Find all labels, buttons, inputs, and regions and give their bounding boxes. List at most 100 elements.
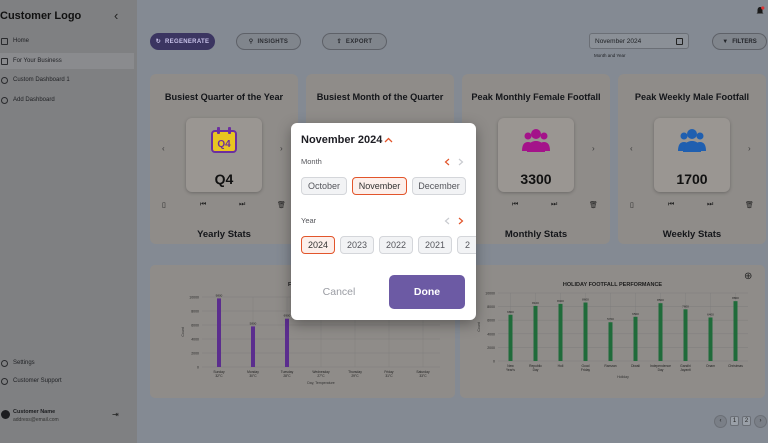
logout-icon[interactable]: ⇥ bbox=[112, 410, 119, 419]
export-button[interactable]: ⇪ EXPORT bbox=[322, 33, 387, 50]
card-value: 3300 bbox=[520, 171, 552, 187]
sidebar-item-home[interactable]: Home bbox=[0, 33, 134, 49]
month-year-picker[interactable]: November 2024 bbox=[589, 33, 689, 49]
y-tick-label: 6000 bbox=[191, 324, 199, 328]
bar bbox=[583, 302, 588, 361]
bar bbox=[533, 305, 538, 361]
chart-title: HOLIDAY FOOTFALL PERFORMANCE bbox=[562, 282, 663, 288]
y-tick-label: 8000 bbox=[487, 305, 495, 309]
card-value: 1700 bbox=[676, 171, 708, 187]
filters-button[interactable]: ▼ FILTERS bbox=[712, 33, 767, 50]
skip-back-icon[interactable]: ⏮ bbox=[668, 201, 675, 208]
year-option-2022[interactable]: 2022 bbox=[379, 236, 413, 254]
search-icon: ⚲ bbox=[248, 39, 254, 45]
bar-value-label: 6400 bbox=[707, 312, 714, 316]
bar bbox=[733, 301, 738, 361]
card-inner: Q4 Q4 bbox=[186, 118, 262, 192]
month-option-december[interactable]: December bbox=[412, 177, 466, 195]
insights-label: INSIGHTS bbox=[257, 38, 289, 45]
x-axis-label: Holiday bbox=[617, 375, 629, 379]
y-tick-label: 4000 bbox=[487, 332, 495, 336]
date-caption: Month and Year bbox=[594, 53, 626, 58]
trash-icon[interactable]: 🗑 bbox=[277, 202, 286, 209]
regenerate-button[interactable]: ↻ REGENERATE bbox=[150, 33, 215, 50]
skip-back-icon[interactable]: ⏮ bbox=[512, 201, 519, 208]
y-tick-label: 0 bbox=[493, 360, 495, 364]
bar bbox=[633, 316, 638, 361]
trash-icon[interactable]: 🗑 bbox=[745, 202, 754, 209]
bookmark-icon[interactable]: ▯ bbox=[630, 202, 634, 209]
insights-button[interactable]: ⚲ INSIGHTS bbox=[236, 33, 301, 50]
chevron-right-icon[interactable]: › bbox=[280, 144, 283, 153]
sidebar: Customer Logo ‹ Home For Your Business C… bbox=[0, 0, 137, 443]
x-tick-label: Good bbox=[581, 364, 589, 368]
bar-value-label: 8400 bbox=[557, 299, 564, 303]
chevron-left-icon[interactable]: ‹ bbox=[630, 144, 633, 153]
stat-card-female-footfall: Peak Monthly Female Footfall › 3300 ⏮ ⏭ … bbox=[462, 74, 610, 244]
card-title: Busiest Quarter of the Year bbox=[164, 92, 284, 102]
month-prev-icon[interactable] bbox=[444, 158, 450, 166]
y-tick-label: 2000 bbox=[487, 346, 495, 350]
chevron-up-icon[interactable] bbox=[384, 137, 393, 143]
x-tick-label: Sunday bbox=[213, 370, 225, 374]
chevron-right-icon[interactable]: › bbox=[592, 144, 595, 153]
year-option-partial[interactable]: 2 bbox=[457, 236, 476, 254]
user-profile[interactable]: Customer Name address@email.com ⇥ bbox=[0, 406, 134, 426]
page-1[interactable]: 1 bbox=[730, 416, 739, 426]
month-next-icon[interactable] bbox=[458, 158, 464, 166]
sidebar-item-settings[interactable]: Settings bbox=[0, 355, 134, 371]
next-page-button[interactable]: › bbox=[754, 414, 767, 428]
month-option-october[interactable]: October bbox=[301, 177, 347, 195]
pagination: ‹ 1 2 › bbox=[714, 414, 767, 428]
users-icon bbox=[522, 129, 550, 152]
x-tick-label: Thursday bbox=[348, 370, 362, 374]
bar bbox=[217, 298, 221, 367]
done-button[interactable]: Done bbox=[389, 275, 465, 309]
headset-icon bbox=[1, 377, 8, 385]
bar bbox=[708, 317, 713, 361]
card-stats-label: Yearly Stats bbox=[197, 229, 251, 240]
card-value: Q4 bbox=[214, 171, 234, 187]
x-tick-label: Year's bbox=[506, 368, 515, 372]
zoom-icon[interactable]: ⊕ bbox=[744, 271, 753, 282]
sidebar-item-customer-support[interactable]: Customer Support bbox=[0, 373, 134, 389]
sidebar-item-add-dashboard[interactable]: Add Dashboard bbox=[0, 92, 134, 108]
sidebar-item-for-your-business[interactable]: For Your Business bbox=[0, 53, 134, 69]
bookmark-icon[interactable]: ▯ bbox=[162, 202, 166, 209]
skip-forward-icon[interactable]: ⏭ bbox=[707, 201, 714, 208]
x-tick-label: Onam bbox=[706, 364, 715, 368]
month-option-november[interactable]: November bbox=[352, 177, 407, 195]
stat-card-male-footfall: Peak Weekly Male Footfall ‹ › 1700 ▯ ⏮ ⏭… bbox=[618, 74, 766, 244]
page-2[interactable]: 2 bbox=[742, 416, 751, 426]
chevron-right-icon[interactable]: › bbox=[748, 144, 751, 153]
year-next-icon[interactable] bbox=[458, 217, 464, 225]
y-tick-label: 10000 bbox=[485, 292, 495, 296]
calendar-icon[interactable] bbox=[676, 38, 683, 45]
y-axis-label: Count bbox=[477, 322, 481, 331]
card-stats-label: Weekly Stats bbox=[662, 229, 722, 240]
bar bbox=[508, 314, 513, 361]
x-tick-label: Saturday bbox=[416, 370, 430, 374]
bell-icon[interactable] bbox=[755, 6, 765, 16]
export-label: EXPORT bbox=[345, 38, 373, 45]
card-inner: 1700 bbox=[654, 118, 730, 192]
year-option-2021[interactable]: 2021 bbox=[418, 236, 452, 254]
trash-icon[interactable]: 🗑 bbox=[589, 202, 598, 209]
x-tick-label: Republic bbox=[529, 364, 542, 368]
year-option-2024[interactable]: 2024 bbox=[301, 236, 335, 254]
skip-forward-icon[interactable]: ⏭ bbox=[239, 201, 246, 208]
skip-forward-icon[interactable]: ⏭ bbox=[551, 201, 558, 208]
bar bbox=[251, 326, 255, 367]
chevron-left-icon[interactable]: ‹ bbox=[162, 144, 165, 153]
year-prev-icon[interactable] bbox=[444, 217, 450, 225]
collapse-sidebar-icon[interactable]: ‹ bbox=[114, 8, 119, 23]
skip-back-icon[interactable]: ⏮ bbox=[200, 201, 207, 208]
y-tick-label: 4000 bbox=[191, 338, 199, 342]
x-tick-label: 28°C bbox=[283, 374, 291, 378]
cancel-button[interactable]: Cancel bbox=[322, 286, 356, 298]
year-option-2023[interactable]: 2023 bbox=[340, 236, 374, 254]
prev-page-button[interactable]: ‹ bbox=[714, 414, 727, 428]
calendar-q4-icon: Q4 bbox=[211, 127, 237, 153]
sidebar-item-custom-dashboard-1[interactable]: Custom Dashboard 1 bbox=[0, 72, 134, 88]
x-tick-label: Monday bbox=[247, 370, 259, 374]
